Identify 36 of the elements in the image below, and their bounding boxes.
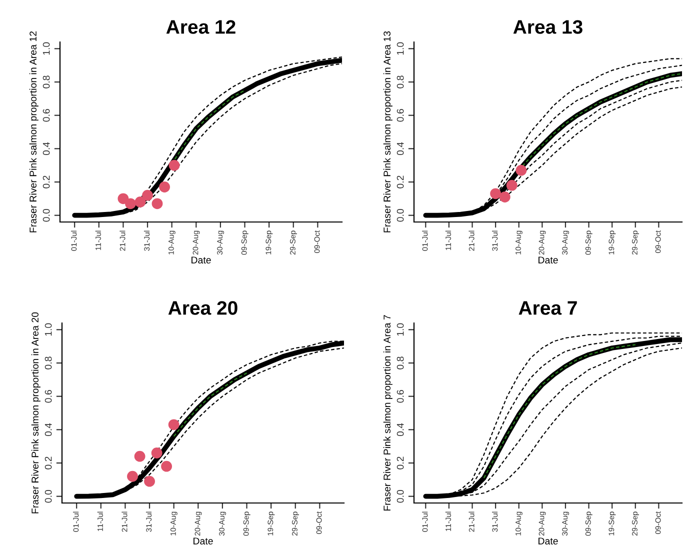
y-tick-label: 0.6 bbox=[44, 390, 52, 403]
y-tick-label: 0.4 bbox=[396, 423, 404, 436]
y-tick-label: 0.4 bbox=[44, 423, 52, 436]
y-tick-label: 0.0 bbox=[396, 208, 404, 222]
y-axis-title: Fraser River Pink salmon proportion in Area 20 bbox=[31, 312, 40, 514]
y-tick-label: 1.0 bbox=[396, 323, 404, 336]
y-tick-label: 0.8 bbox=[44, 356, 52, 370]
x-axis-title: Date bbox=[538, 538, 558, 544]
chart-title: Area 7 bbox=[518, 301, 577, 315]
y-tick-label: 0.6 bbox=[42, 109, 50, 122]
y-tick-label: 1.0 bbox=[42, 42, 50, 55]
y-tick-label: 0.2 bbox=[396, 456, 404, 470]
y-tick-label: 0.0 bbox=[396, 490, 404, 503]
chart-title: Area 12 bbox=[166, 20, 236, 34]
y-tick-label: 0.2 bbox=[42, 176, 50, 188]
y-tick-label: 0.6 bbox=[396, 109, 404, 122]
x-axis-title: Date bbox=[194, 538, 213, 544]
y-axis-title: Fraser River Pink salmon proportion in Area 7 bbox=[383, 315, 392, 511]
y-tick-label: 0.0 bbox=[44, 490, 52, 503]
x-axis-title: Date bbox=[192, 256, 211, 264]
y-axis-title: Fraser River Pink salmon proportion in Area 13 bbox=[383, 31, 392, 232]
x-axis-title: Date bbox=[538, 256, 558, 264]
y-tick-label: 0.6 bbox=[396, 390, 404, 403]
y-tick-label: 1.0 bbox=[44, 323, 52, 336]
y-tick-label: 0.2 bbox=[44, 456, 52, 470]
y-tick-label: 0.2 bbox=[396, 176, 404, 188]
y-tick-label: 1.0 bbox=[396, 42, 404, 55]
y-tick-label: 0.0 bbox=[42, 208, 50, 222]
y-tick-label: 0.8 bbox=[42, 76, 50, 88]
y-tick-label: 0.4 bbox=[42, 142, 50, 156]
y-axis-title: Fraser River Pink salmon proportion in Area 12 bbox=[29, 31, 38, 232]
y-tick-label: 0.8 bbox=[396, 356, 404, 370]
chart-title: Area 13 bbox=[513, 20, 582, 34]
chart-title: Area 20 bbox=[168, 301, 238, 315]
y-tick-label: 0.8 bbox=[396, 76, 404, 88]
y-tick-label: 0.4 bbox=[396, 142, 404, 156]
